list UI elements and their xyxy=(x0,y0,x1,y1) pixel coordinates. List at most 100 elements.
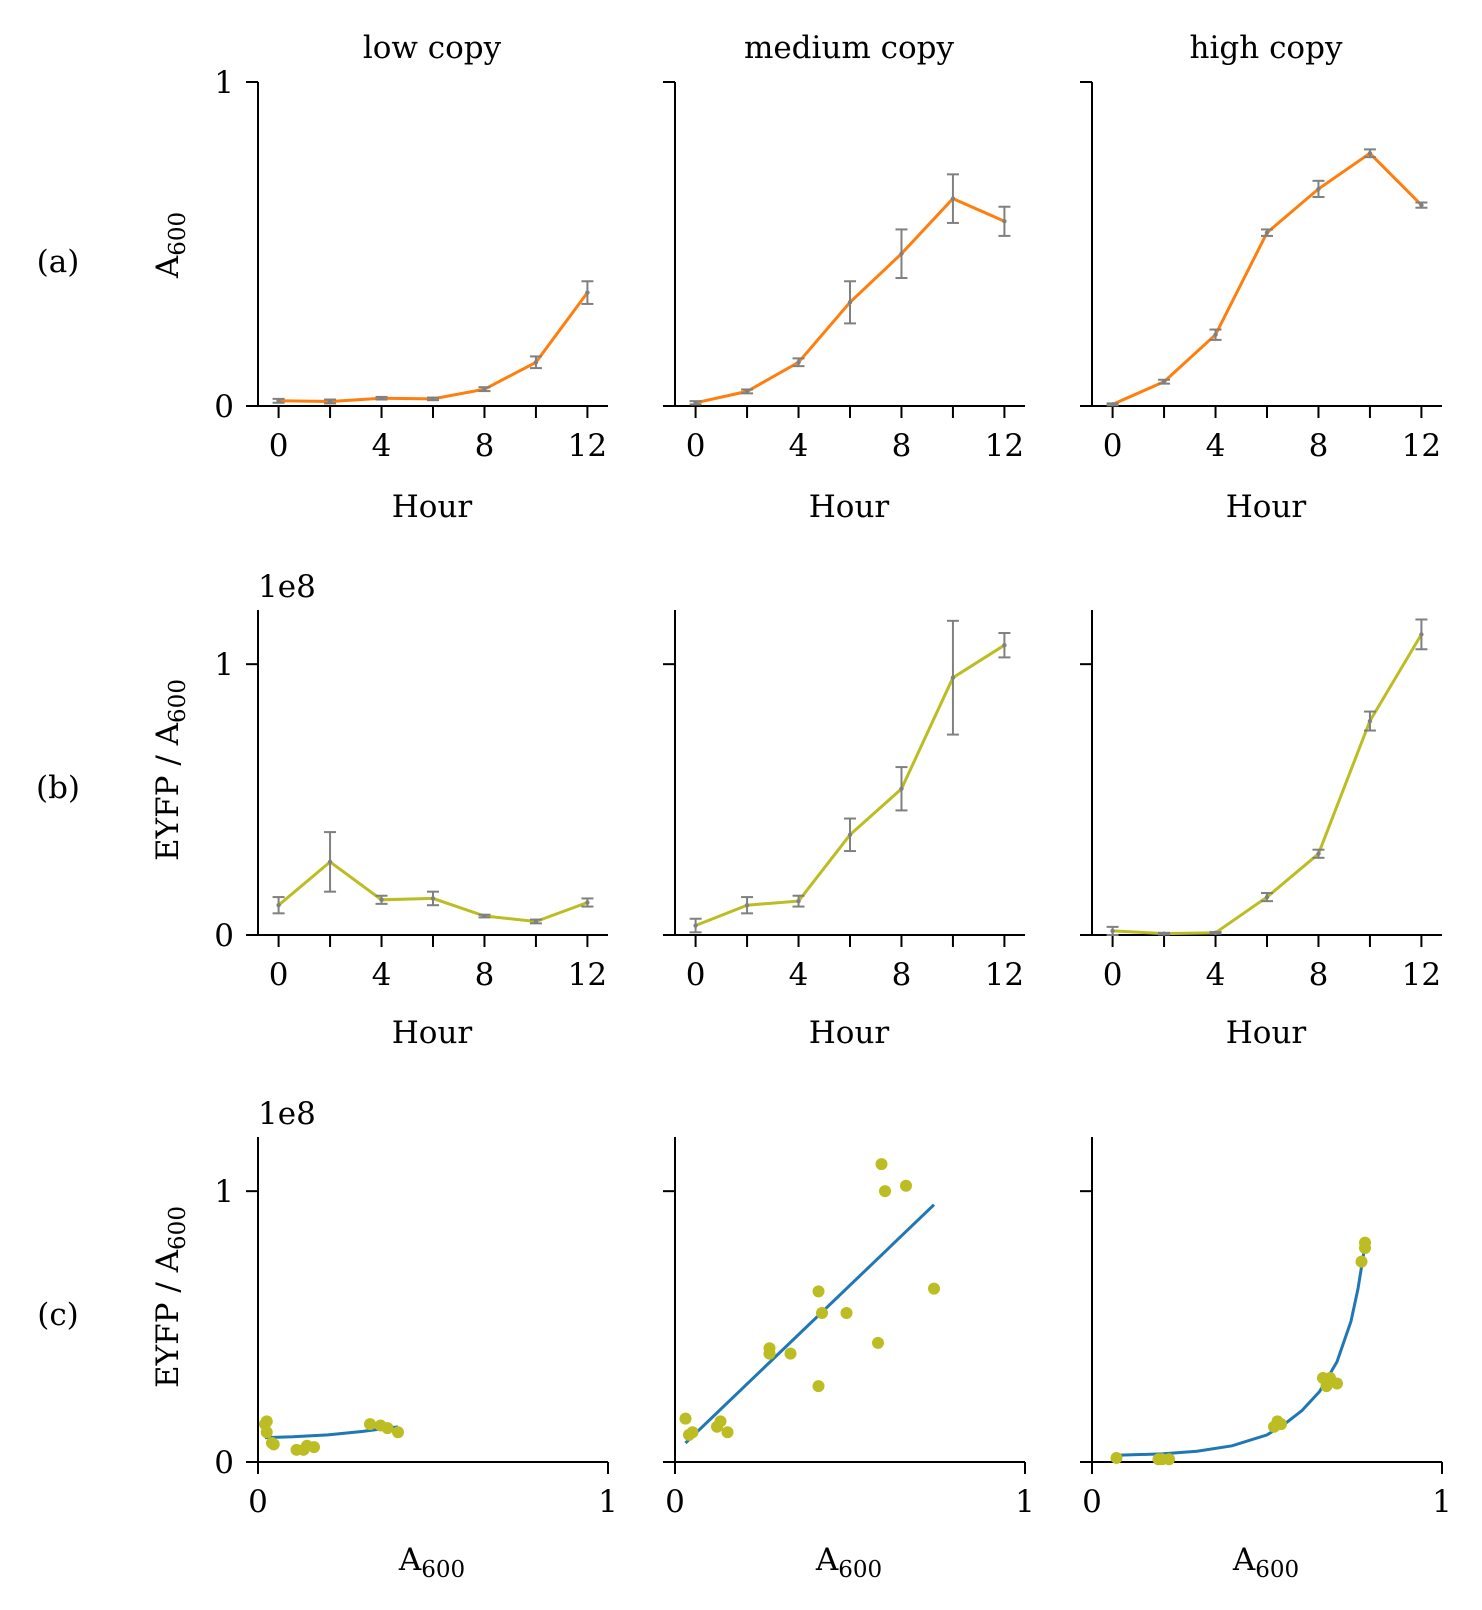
column-title-low-copy: low copy xyxy=(363,30,502,66)
x-axis-title-c-low: A600 xyxy=(398,1542,465,1583)
data-point xyxy=(379,396,384,401)
panel-a-high: 0 4 8 12 xyxy=(1080,81,1442,464)
data-point xyxy=(950,675,956,680)
series-line-b-medium xyxy=(695,643,1006,927)
x-tick-label: 0 xyxy=(686,428,706,464)
x-tick-label: 12 xyxy=(1402,428,1441,464)
x-tick-label: 0 xyxy=(1082,1484,1102,1520)
data-point xyxy=(585,290,590,295)
panel-a-low: 0 4 8 12 0 1 xyxy=(214,65,608,464)
data-point xyxy=(379,897,384,902)
data-point xyxy=(693,923,698,928)
data-point xyxy=(1264,894,1270,900)
data-point xyxy=(1002,643,1007,648)
data-point xyxy=(327,399,333,404)
data-point xyxy=(1316,186,1321,192)
x-tick-label: 12 xyxy=(568,957,607,993)
scatter-point xyxy=(1110,1451,1123,1464)
fit-line-c-high xyxy=(1116,1245,1367,1457)
data-point xyxy=(744,389,750,394)
data-point xyxy=(899,251,904,256)
scatter-point xyxy=(812,1285,825,1298)
data-point xyxy=(1002,219,1007,224)
x-tick-label: 12 xyxy=(1402,957,1441,993)
x-tick-label: 8 xyxy=(892,428,912,464)
x-tick-label: 4 xyxy=(789,428,809,464)
y-axis-title-row-c: EYFP / A600 xyxy=(150,1206,191,1388)
x-tick-label: 8 xyxy=(892,957,912,993)
panel-b-low: 0 4 8 12 0 1 xyxy=(214,610,608,993)
scatter-point xyxy=(364,1418,376,1431)
x-tick-label: 8 xyxy=(1309,428,1329,464)
scatter-point xyxy=(1163,1453,1175,1466)
panel-c-low: 0 1 0 1 xyxy=(214,1137,618,1520)
scatter-point xyxy=(763,1347,776,1360)
scatter-point xyxy=(1275,1418,1287,1431)
data-point xyxy=(533,919,539,924)
scatter-point xyxy=(875,1158,888,1171)
data-point xyxy=(482,386,487,392)
data-point xyxy=(585,900,590,905)
x-axis-title-b-low: Hour xyxy=(392,1015,473,1051)
y-tick-label: 1 xyxy=(214,647,234,683)
x-axis-title-b-medium: Hour xyxy=(809,1015,890,1051)
x-tick-label: 0 xyxy=(665,1484,685,1520)
data-point xyxy=(744,903,750,908)
x-tick-label: 8 xyxy=(475,428,495,464)
scatter-point xyxy=(679,1412,692,1425)
fit-line-c-medium xyxy=(684,1203,936,1445)
data-point xyxy=(847,300,853,305)
column-title-high-copy: high copy xyxy=(1190,30,1343,66)
data-point xyxy=(796,898,801,904)
scatter-point xyxy=(686,1426,699,1439)
scatter-point xyxy=(1331,1377,1343,1390)
panel-a-medium: 0 4 8 12 xyxy=(663,81,1025,464)
scatter-point xyxy=(267,1438,280,1451)
offset-label-row-c: 1e8 xyxy=(258,1096,316,1132)
y-tick-label: 0 xyxy=(214,918,234,954)
x-tick-label: 4 xyxy=(1206,428,1226,464)
x-axis-title-a-high: Hour xyxy=(1226,489,1307,525)
x-tick-label: 0 xyxy=(248,1484,268,1520)
scatter-point xyxy=(1359,1236,1371,1249)
x-axis-title-b-high: Hour xyxy=(1226,1015,1307,1051)
offset-label-row-b: 1e8 xyxy=(258,569,316,605)
y-tick-label: 0 xyxy=(214,389,234,425)
x-tick-label: 4 xyxy=(789,957,809,993)
scatter-point xyxy=(308,1441,320,1454)
panel-b-high: 0 4 8 12 xyxy=(1080,610,1442,993)
data-point xyxy=(847,832,853,837)
x-tick-label: 4 xyxy=(372,957,392,993)
x-tick-label: 0 xyxy=(269,428,289,464)
column-title-medium-copy: medium copy xyxy=(744,30,955,66)
y-tick-label: 0 xyxy=(214,1445,234,1481)
scatter-point xyxy=(714,1415,727,1428)
data-point xyxy=(1213,930,1218,936)
data-point xyxy=(1367,151,1373,156)
data-point xyxy=(1264,230,1270,235)
x-tick-label: 12 xyxy=(985,428,1024,464)
scatter-point xyxy=(392,1426,404,1439)
scatter-point xyxy=(260,1426,273,1439)
scatter-point xyxy=(1355,1255,1368,1268)
data-point xyxy=(1110,928,1115,934)
y-tick-label: 1 xyxy=(214,65,234,101)
y-axis-title-row-a: A600 xyxy=(150,212,191,279)
x-tick-label: 4 xyxy=(372,428,392,464)
series-line-a-low xyxy=(278,291,589,404)
x-tick-label: 1 xyxy=(1432,1484,1452,1520)
data-point xyxy=(1367,718,1373,724)
x-axis-title-a-low: Hour xyxy=(392,489,473,525)
x-axis-title-c-medium: A600 xyxy=(815,1542,882,1583)
series-line-b-high xyxy=(1112,633,1423,936)
scatter-point xyxy=(900,1179,912,1192)
data-point xyxy=(693,400,698,405)
data-point xyxy=(533,360,539,365)
scatter-point xyxy=(721,1426,734,1439)
scatter-point xyxy=(381,1422,394,1435)
row-label-b: (b) xyxy=(36,770,80,806)
data-point xyxy=(430,896,436,901)
series-line-a-high xyxy=(1111,151,1423,406)
